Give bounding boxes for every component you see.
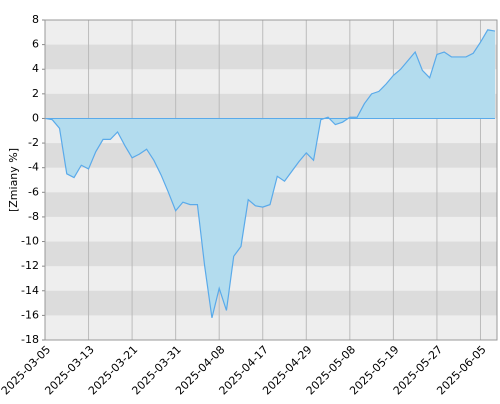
grid-band [45, 290, 497, 316]
plot-border [44, 19, 498, 341]
y-tick-label: -2 [28, 136, 39, 149]
grid-band [45, 241, 497, 267]
y-tick-label: -6 [28, 185, 39, 198]
grid-band [45, 44, 497, 70]
y-tick-label: -8 [28, 210, 39, 223]
y-tick-label: -16 [21, 308, 39, 321]
area [45, 29, 495, 318]
y-tick-label: -18 [21, 333, 39, 346]
y-tick-label: -12 [21, 259, 39, 272]
y-tick-label: -10 [21, 235, 39, 248]
y-tick-label: -4 [28, 161, 39, 174]
y-tick-label: 4 [32, 62, 39, 75]
y-tick-label: 2 [32, 87, 39, 100]
line [44, 29, 496, 318]
y-axis-label: [Zmiany %] [7, 148, 20, 212]
y-tick-label: 0 [32, 111, 39, 124]
y-tick-label: -14 [21, 284, 39, 297]
y-tick-label: 6 [32, 38, 39, 51]
y-tick-label: 8 [32, 13, 39, 26]
